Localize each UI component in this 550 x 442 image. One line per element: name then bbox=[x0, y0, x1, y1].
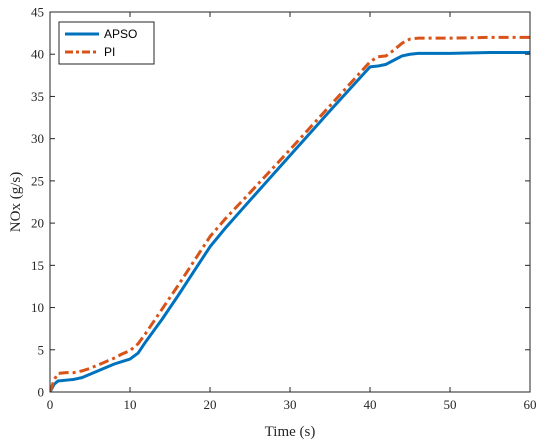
x-tick-label: 50 bbox=[444, 397, 457, 412]
y-tick-label: 10 bbox=[31, 300, 44, 315]
y-tick-label: 5 bbox=[38, 342, 45, 357]
y-tick-label: 30 bbox=[31, 131, 44, 146]
legend-label-pi: PI bbox=[104, 45, 115, 59]
axes: 0 10 20 30 40 50 60 0 5 10 15 20 25 30 35 40 45 bbox=[31, 5, 537, 413]
y-tick-label: 0 bbox=[38, 385, 45, 400]
x-tick-label: 0 bbox=[47, 397, 54, 412]
y-tick-label: 20 bbox=[31, 216, 44, 231]
legend-label-apso: APSO bbox=[104, 27, 137, 41]
y-tick-label: 40 bbox=[31, 47, 44, 62]
y-tick-label: 15 bbox=[31, 258, 44, 273]
y-tick-label: 35 bbox=[31, 89, 44, 104]
y-axis-label: NOx (g/s) bbox=[8, 172, 24, 232]
x-tick-label: 40 bbox=[364, 397, 377, 412]
plot-background bbox=[50, 12, 530, 392]
x-tick-label: 20 bbox=[204, 397, 217, 412]
x-tick-label: 10 bbox=[124, 397, 137, 412]
x-tick-label: 30 bbox=[284, 397, 297, 412]
x-axis-label: Time (s) bbox=[265, 424, 316, 440]
series-line-pi bbox=[50, 35, 530, 392]
y-tick-label: 25 bbox=[31, 173, 44, 188]
plot-area bbox=[50, 12, 530, 392]
legend-box bbox=[58, 21, 155, 65]
legend: APSO PI bbox=[58, 21, 155, 65]
x-tick-label: 60 bbox=[524, 397, 537, 412]
y-tick-label: 45 bbox=[31, 5, 44, 20]
series-line-apso bbox=[50, 51, 530, 392]
